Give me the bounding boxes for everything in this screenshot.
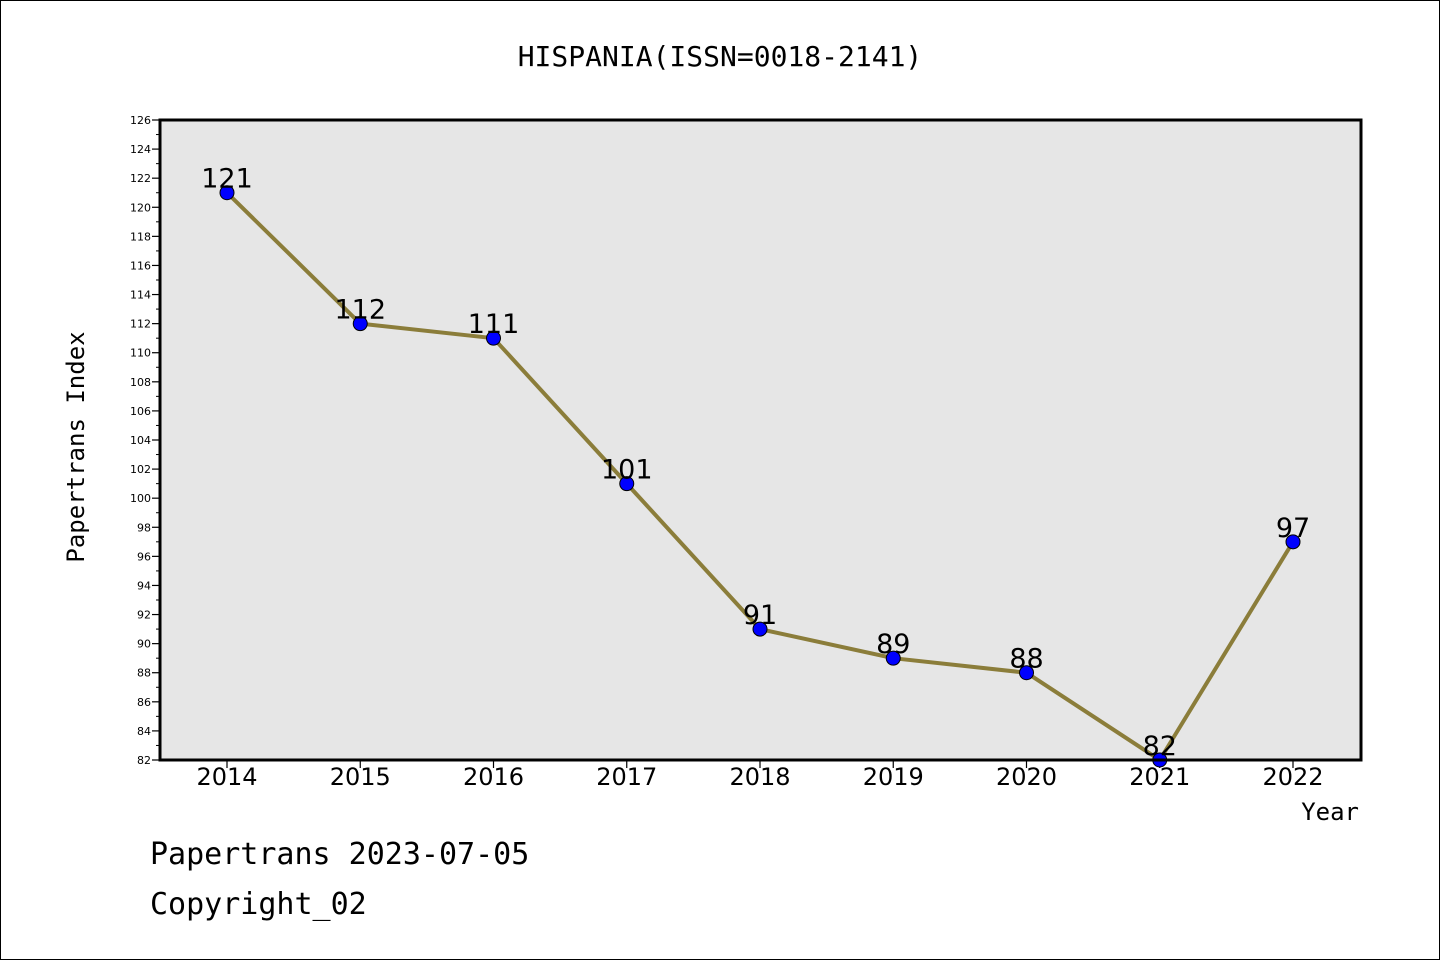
x-tick-label: 2016 [463, 763, 524, 791]
data-label: 91 [743, 600, 777, 631]
y-tick-label: 106 [130, 405, 151, 418]
data-label: 97 [1276, 513, 1310, 544]
footer-date: Papertrans 2023-07-05 [150, 837, 529, 872]
data-point [752, 621, 768, 637]
y-tick-label: 104 [130, 434, 151, 447]
y-tick-label: 90 [137, 638, 151, 651]
y-tick-label: 82 [137, 754, 151, 767]
data-point [885, 650, 901, 666]
data-point [352, 316, 368, 332]
chart-title: HISPANIA(ISSN=0018-2141) [518, 40, 923, 73]
y-tick-label: 112 [130, 318, 151, 331]
data-label: 112 [334, 295, 386, 326]
x-axis-label: Year [1301, 798, 1359, 826]
plot-border [158, 118, 1363, 762]
data-label: 89 [876, 629, 910, 660]
x-tick-label: 2018 [729, 763, 790, 791]
y-tick-label: 124 [130, 143, 151, 156]
x-tick-label: 2022 [1262, 763, 1323, 791]
y-tick-label: 88 [137, 667, 151, 680]
y-tick-label: 92 [137, 609, 151, 622]
y-tick-label: 100 [130, 492, 151, 505]
y-tick-label: 84 [137, 725, 151, 738]
x-tick-label: 2017 [596, 763, 657, 791]
y-axis-label: Papertrans Index [62, 331, 90, 562]
y-tick-label: 86 [137, 696, 151, 709]
y-tick-label: 108 [130, 376, 151, 389]
data-point [486, 330, 501, 346]
y-tick-label: 102 [130, 463, 151, 476]
y-tick-label: 94 [137, 579, 151, 592]
data-point [1285, 534, 1301, 550]
data-label: 111 [468, 309, 520, 340]
x-tick-label: 2015 [330, 763, 391, 791]
y-tick-label: 114 [130, 289, 151, 302]
data-point [1019, 665, 1034, 681]
y-axis-ticks: 82 84 86 88 90 92 94 96 98 100 102 104 106 108 110 112 1… [130, 114, 160, 767]
data-label: 82 [1143, 731, 1177, 762]
plot-area [160, 120, 1361, 760]
data-point [219, 185, 235, 201]
y-tick-label: 98 [137, 521, 151, 534]
y-tick-label: 110 [130, 347, 151, 360]
y-tick-label: 126 [130, 114, 151, 127]
x-tick-label: 2019 [863, 763, 924, 791]
data-point [619, 476, 635, 492]
y-tick-label: 120 [130, 201, 151, 214]
y-tick-label: 96 [137, 550, 151, 563]
data-label: 88 [1009, 644, 1043, 675]
x-tick-label: 2020 [996, 763, 1057, 791]
data-label: 101 [601, 455, 653, 486]
series-layer: 121 112 111 101 91 89 88 82 97 [201, 164, 1310, 768]
y-tick-label: 118 [130, 230, 151, 243]
footer-copyright: Copyright_02 [150, 887, 367, 922]
x-tick-label: 2021 [1129, 763, 1190, 791]
y-tick-label: 122 [130, 172, 151, 185]
y-tick-label: 116 [130, 259, 151, 272]
x-axis-ticks: 2014 2015 2016 2017 2018 2019 2020 2021 2022 [196, 760, 1324, 791]
x-tick-label: 2014 [196, 763, 257, 791]
data-label: 121 [201, 164, 253, 195]
